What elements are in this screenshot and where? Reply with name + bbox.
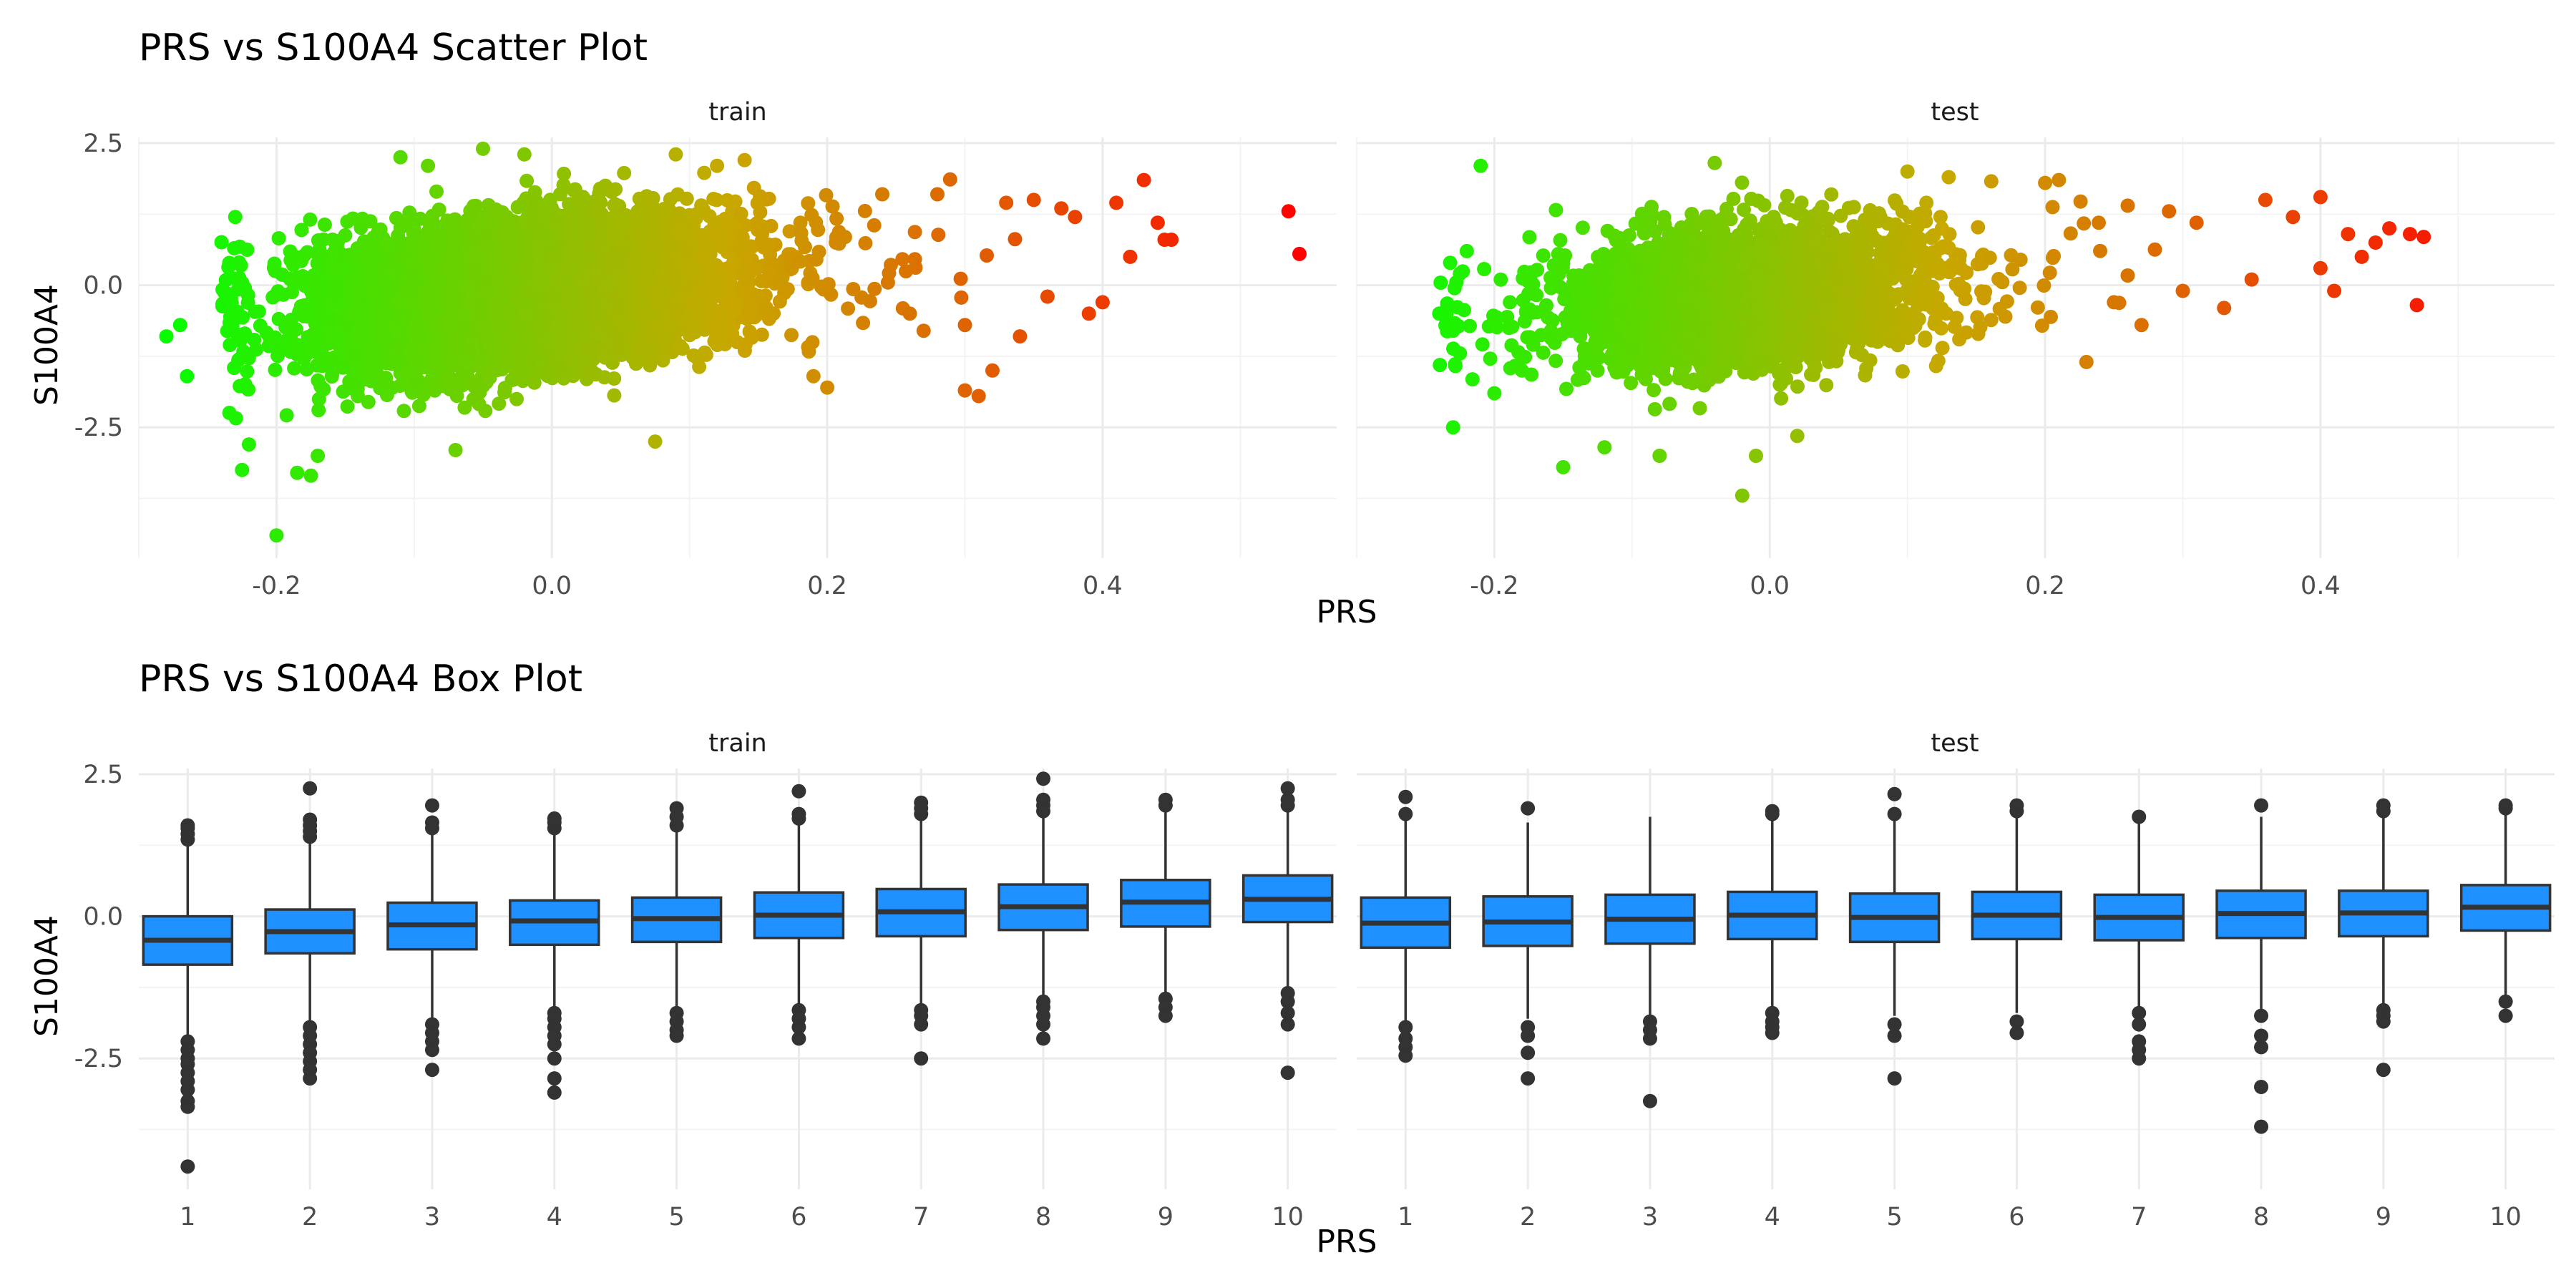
scatter-point bbox=[557, 166, 572, 181]
scatter-point bbox=[467, 379, 482, 394]
scatter-point bbox=[953, 271, 968, 286]
scatter-point bbox=[673, 338, 688, 353]
scatter-point bbox=[346, 211, 361, 226]
scatter-points bbox=[159, 141, 1307, 543]
scatter-point bbox=[907, 225, 922, 240]
scatter-point bbox=[931, 228, 946, 243]
scatter-point bbox=[478, 404, 493, 419]
scatter-point bbox=[1008, 232, 1023, 247]
scatter-point bbox=[867, 218, 882, 233]
scatter-point bbox=[784, 328, 799, 343]
scatter-point bbox=[218, 273, 233, 288]
scatter-point bbox=[492, 396, 507, 411]
scatter-point bbox=[294, 223, 309, 238]
y-tick-label: 2.5 bbox=[83, 130, 123, 158]
scatter-point bbox=[857, 203, 872, 218]
scatter-point bbox=[240, 364, 255, 379]
scatter-point bbox=[824, 287, 839, 302]
scatter-point bbox=[317, 218, 332, 232]
scatter-point bbox=[663, 192, 678, 207]
scatter-point bbox=[340, 399, 355, 414]
x-tick-label: 0.2 bbox=[807, 572, 847, 600]
scatter-point bbox=[396, 404, 411, 419]
scatter-point bbox=[361, 394, 376, 409]
scatter-point bbox=[519, 173, 535, 188]
scatter-point bbox=[801, 340, 816, 355]
x-tick-label: 0.4 bbox=[1083, 572, 1123, 600]
scatter-strip-test: test bbox=[1931, 98, 1979, 127]
scatter-point bbox=[856, 316, 871, 331]
scatter-point bbox=[214, 235, 229, 250]
scatter-point bbox=[980, 248, 994, 263]
scatter-title: PRS vs S100A4 Scatter Plot bbox=[139, 26, 648, 69]
scatter-point bbox=[240, 243, 255, 257]
scatter-point bbox=[248, 304, 263, 319]
scatter-point bbox=[895, 252, 910, 267]
y-tick-label: 0.0 bbox=[83, 272, 123, 301]
scatter-point bbox=[325, 232, 340, 247]
scatter-point bbox=[271, 231, 286, 245]
scatter-point bbox=[457, 400, 472, 415]
scatter-point bbox=[348, 376, 363, 390]
y-tick-label: -2.5 bbox=[74, 414, 123, 442]
scatter-point bbox=[655, 353, 670, 368]
scatter-point bbox=[867, 281, 882, 296]
scatter-point bbox=[467, 199, 481, 213]
x-tick-label: 0.0 bbox=[532, 572, 572, 600]
scatter-point bbox=[303, 212, 318, 227]
scatter-point bbox=[884, 258, 898, 273]
scatter-point bbox=[772, 294, 787, 309]
scatter-point bbox=[782, 224, 797, 239]
scatter-point bbox=[617, 165, 632, 180]
scatter-point bbox=[686, 348, 701, 363]
scatter-point bbox=[858, 235, 873, 250]
scatter-point bbox=[689, 207, 704, 222]
scatter-panel-train: 2.5 0.0 -2.5 -0.2 0.0 0.2 0.4 bbox=[74, 130, 1337, 600]
scatter-strip-train: train bbox=[708, 98, 766, 127]
scatter-point bbox=[567, 182, 582, 197]
scatter-point bbox=[287, 361, 302, 376]
scatter-point bbox=[235, 275, 250, 291]
scatter-point bbox=[309, 323, 324, 338]
scatter-point bbox=[793, 254, 808, 269]
x-tick-label: -0.2 bbox=[252, 572, 301, 600]
scatter-point bbox=[819, 187, 834, 203]
scatter-point bbox=[841, 301, 856, 316]
scatter-point bbox=[793, 215, 808, 230]
scatter-point bbox=[755, 226, 770, 241]
